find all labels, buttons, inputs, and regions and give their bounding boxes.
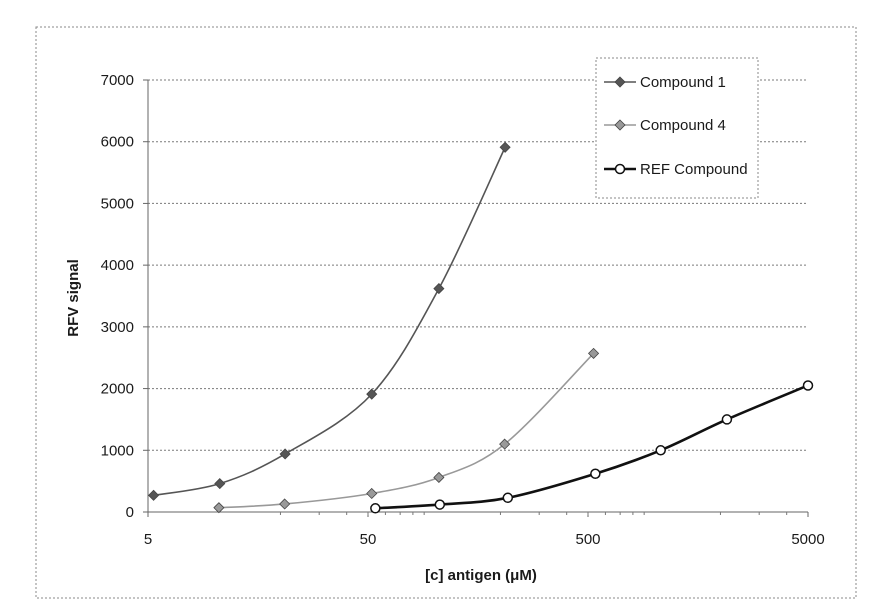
y-tick-label: 1000: [101, 442, 134, 459]
legend-label: REF Compound: [640, 161, 748, 178]
y-tick-label: 5000: [101, 195, 134, 212]
legend-label: Compound 1: [640, 74, 726, 91]
legend-swatch-marker: [616, 165, 625, 174]
legend: Compound 1 Compound 4 REF Compound: [596, 58, 758, 198]
y-tick-label: 2000: [101, 381, 134, 398]
x-tick-label: 50: [360, 531, 377, 548]
y-tick-label: 6000: [101, 134, 134, 151]
y-tick-label: 3000: [101, 319, 134, 336]
ref-compound-point: [804, 381, 813, 390]
legend-label: Compound 4: [640, 117, 726, 134]
ref-compound-point: [591, 469, 600, 478]
x-axis-title: [c] antigen (μM): [425, 567, 537, 584]
y-tick-label: 4000: [101, 257, 134, 274]
y-tick-label: 0: [126, 504, 134, 521]
x-tick-label: 5: [144, 531, 152, 548]
x-tick-label: 5000: [791, 531, 824, 548]
ref-compound-point: [722, 415, 731, 424]
ref-compound-point: [656, 446, 665, 455]
y-axis-title: RFV signal: [65, 259, 82, 337]
x-tick-label: 500: [575, 531, 600, 548]
y-tick-label: 7000: [101, 72, 134, 89]
ref-compound-point: [371, 504, 380, 513]
ref-compound-point: [503, 493, 512, 502]
ref-compound-point: [435, 500, 444, 509]
